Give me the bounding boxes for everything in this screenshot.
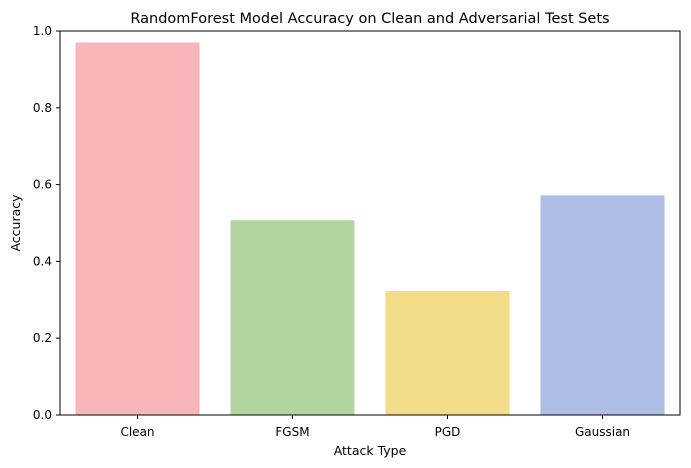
y-axis-ticks: 0.0 0.2 0.4 0.6 0.8 1.0 <box>33 24 60 422</box>
x-axis-label: Attack Type <box>334 443 407 458</box>
x-tick-label: FGSM <box>275 425 309 439</box>
y-tick-label: 0.4 <box>33 254 52 268</box>
x-tick-label: Gaussian <box>575 425 630 439</box>
bar-gaussian <box>540 195 665 415</box>
x-axis-ticks: Clean FGSM PGD Gaussian <box>120 415 630 439</box>
bars-group <box>75 42 665 416</box>
y-tick-label: 0.6 <box>33 178 52 192</box>
y-axis-label: Accuracy <box>8 194 23 252</box>
bar-fgsm <box>230 220 355 415</box>
y-tick-label: 0.0 <box>33 408 52 422</box>
x-tick-label: Clean <box>120 425 154 439</box>
chart-title: RandomForest Model Accuracy on Clean and… <box>130 11 609 27</box>
plot-frame <box>59 30 681 416</box>
bar-pgd <box>385 290 510 415</box>
y-tick-label: 0.8 <box>33 101 52 115</box>
x-tick-label: PGD <box>435 425 461 439</box>
y-tick-label: 1.0 <box>33 24 52 38</box>
bar-clean <box>75 42 200 416</box>
y-tick-label: 0.2 <box>33 331 52 345</box>
